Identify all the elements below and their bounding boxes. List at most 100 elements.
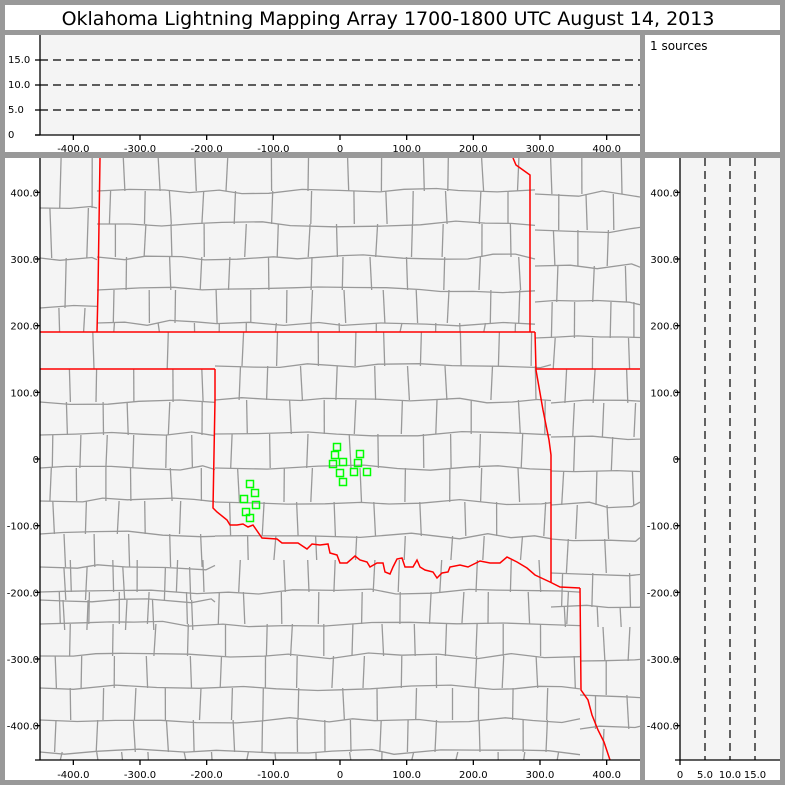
county-border [435, 399, 438, 435]
county-border [534, 299, 640, 306]
county-border [268, 433, 271, 469]
county-border [188, 566, 192, 601]
county-border [566, 591, 570, 625]
y-tick-label: -100.0 [7, 522, 39, 533]
county-border [274, 751, 277, 760]
county-border [377, 433, 380, 469]
county-border [461, 591, 465, 625]
county-border [49, 207, 53, 259]
county-border [306, 433, 309, 469]
county-border [479, 467, 483, 503]
county-border [550, 501, 640, 509]
county-border [96, 751, 99, 760]
county-border [151, 599, 155, 631]
x-tick-label: 200.0 [459, 144, 488, 155]
county-border [183, 751, 187, 760]
county-border [444, 190, 448, 225]
county-border [444, 365, 448, 401]
county-border [606, 229, 610, 267]
county-border [534, 263, 640, 270]
county-border [434, 719, 438, 753]
county-border [40, 256, 98, 261]
county-border [572, 402, 576, 438]
county-border [428, 591, 432, 625]
county-border [631, 470, 635, 506]
county-border [198, 687, 202, 721]
y-tick-label: 200.0 [650, 322, 679, 333]
county-border [276, 223, 279, 258]
source-point [355, 449, 365, 459]
county-border [444, 623, 448, 657]
county-border [359, 467, 363, 503]
county-border [405, 256, 409, 291]
county-border [244, 223, 247, 258]
y-tick-label: -300.0 [647, 655, 679, 666]
county-border [65, 401, 69, 436]
county-border [516, 158, 520, 192]
county-border [501, 655, 505, 689]
county-border [612, 193, 615, 231]
x-tick-label: 100.0 [392, 770, 421, 781]
county-border [335, 365, 338, 401]
county-border [353, 399, 357, 435]
county-border [354, 331, 357, 367]
county-border [122, 158, 126, 192]
county-border [591, 572, 594, 608]
county-border [573, 436, 576, 472]
county-border [124, 599, 128, 631]
figure-title: Oklahoma Lightning Mapping Array 1700-18… [62, 8, 715, 30]
alt-vs-x-axes: 15.0 10.0 5.0 0 -400.0 -300.0 -200.0 -100.0 0 100… [8, 35, 640, 155]
county-border [447, 158, 449, 192]
county-border [372, 559, 376, 593]
y-tick-label: -100.0 [647, 522, 679, 533]
county-border [168, 256, 172, 291]
source-point [362, 467, 372, 477]
county-border [289, 623, 294, 657]
county-border [382, 289, 386, 324]
source-point [353, 458, 363, 468]
y-tick-label: 0 [33, 455, 39, 466]
county-border [342, 687, 346, 721]
county-border [233, 190, 237, 225]
county-border [550, 604, 640, 609]
county-border [166, 331, 169, 370]
county-border [530, 331, 533, 367]
county-border [464, 501, 467, 537]
county-border [604, 538, 607, 574]
county-border [534, 365, 537, 401]
county-border [92, 331, 95, 370]
county-border [111, 623, 114, 657]
x-tick-label: -200.0 [191, 144, 223, 155]
county-border [59, 158, 62, 209]
county-border [95, 368, 98, 403]
source-point [349, 467, 359, 477]
county-border [550, 469, 640, 473]
county-border [545, 719, 549, 753]
county-border [314, 535, 318, 561]
county-border [509, 559, 512, 593]
y-tick-label: -400.0 [7, 722, 39, 733]
county-border [40, 684, 581, 692]
county-border [307, 223, 311, 258]
county-border [478, 433, 482, 469]
county-border [88, 591, 91, 625]
county-border [520, 433, 524, 469]
county-border [147, 751, 150, 760]
county-border [411, 190, 414, 225]
county-border [478, 256, 482, 291]
county-border [374, 365, 377, 401]
county-border [79, 434, 82, 469]
x-tick-label: -300.0 [124, 144, 156, 155]
y-tick-label: 400.0 [10, 188, 39, 199]
county-border [602, 626, 606, 662]
county-border [543, 501, 547, 537]
x-tick-label: -100.0 [257, 144, 289, 155]
county-border [214, 430, 552, 437]
county-border [523, 751, 526, 760]
county-border [535, 655, 539, 689]
county-border [265, 365, 269, 401]
county-border [273, 535, 277, 561]
source-point [239, 494, 249, 504]
county-border [475, 623, 478, 657]
county-border [310, 467, 314, 503]
